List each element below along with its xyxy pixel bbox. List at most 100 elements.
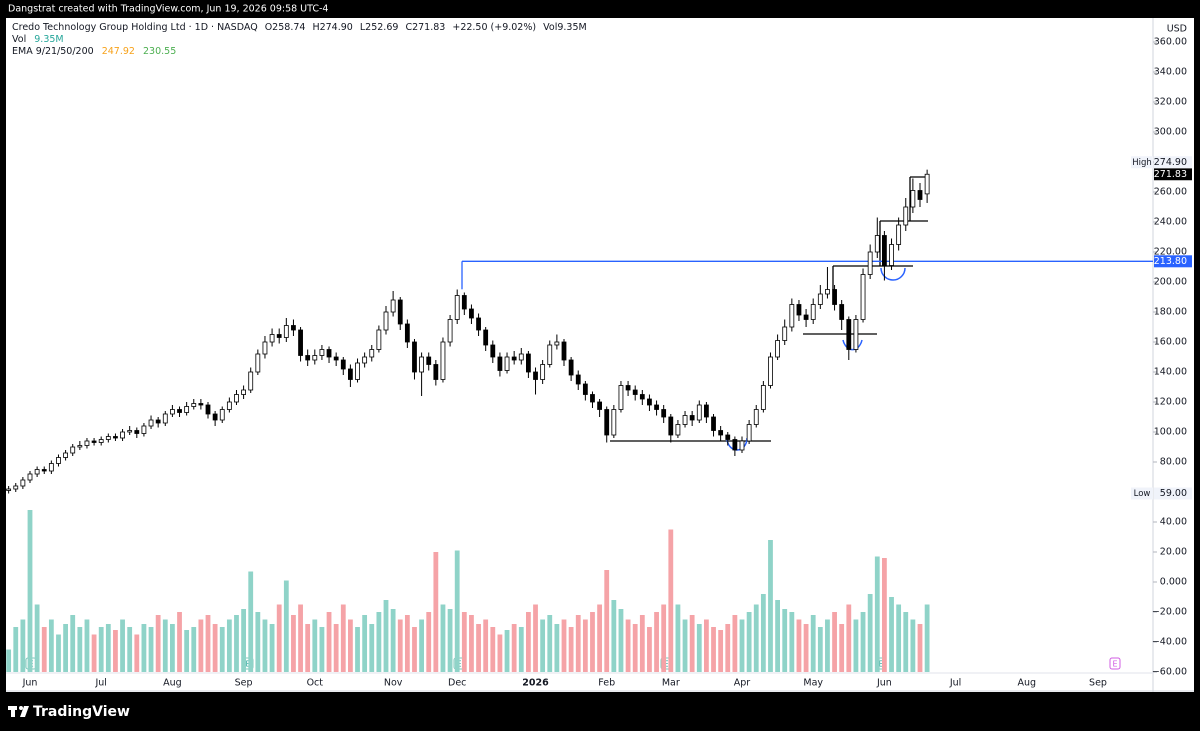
candle-body (63, 452, 68, 458)
candle-body (461, 295, 467, 310)
candle-body (618, 385, 624, 410)
x-tick-label: Feb (598, 678, 615, 689)
y-tick-label: 260.00 (1154, 187, 1187, 198)
candle-body (860, 274, 866, 320)
candle-body (789, 304, 795, 328)
volume-bar (70, 615, 76, 672)
candle-body (810, 304, 816, 320)
candle-body (390, 299, 396, 313)
candle-body (675, 424, 681, 436)
candle-body (917, 190, 923, 200)
ema-value: 247.92 (102, 46, 135, 57)
volume-bar (383, 600, 389, 672)
candle-body (347, 368, 353, 380)
candle-body (283, 325, 289, 338)
candle-body (661, 409, 667, 418)
drawings (610, 176, 928, 442)
candle-body (867, 251, 873, 275)
volume-bar (639, 615, 645, 672)
volume-name: Vol (12, 34, 26, 45)
price-marker-name: Low (1134, 489, 1151, 499)
price-marker-bg (1154, 156, 1192, 169)
volume-bar (305, 624, 311, 672)
volume-bar (675, 604, 681, 672)
volume-bar (6, 649, 12, 672)
volume-bar (575, 615, 581, 672)
volume-bar (177, 612, 182, 672)
candle-body (27, 473, 33, 481)
candle-body (447, 319, 453, 343)
volume-bar (582, 619, 588, 672)
volume-bar (184, 630, 190, 672)
volume-bar (77, 627, 83, 672)
volume-bar (426, 612, 432, 672)
candle-body (56, 457, 61, 464)
candle-body (219, 409, 225, 421)
volume-bar (241, 609, 246, 672)
price-marker-label: 274.90 (1154, 157, 1187, 168)
volume-bar (760, 594, 766, 672)
x-tick-label: Jun (22, 678, 38, 689)
volume-bar (191, 627, 197, 672)
volume-bar (618, 609, 624, 672)
volume-bar (141, 624, 147, 672)
volume-tick-label: 40.00 (1160, 517, 1187, 528)
volume-bar (768, 540, 773, 672)
candle-body (141, 425, 147, 434)
candle-body (668, 416, 674, 436)
candle-body (711, 416, 716, 431)
candle-body (504, 356, 510, 371)
volume-bar (155, 615, 161, 672)
y-tick-label: 180.00 (1154, 307, 1187, 318)
volume-bar (661, 604, 667, 672)
volume-bar (469, 615, 474, 672)
candle-body (533, 371, 538, 380)
price-marker-tag (1131, 487, 1153, 500)
y-tick-label: 100.00 (1154, 427, 1187, 438)
candle-body (340, 359, 346, 370)
candle-body (739, 440, 745, 451)
candle-body (113, 436, 118, 439)
volume-bar (483, 619, 489, 672)
ohlc-low: L252.69 (360, 22, 399, 33)
candle-body (832, 289, 837, 305)
price-marker-tag (1131, 156, 1153, 169)
y-tick-label: 140.00 (1154, 367, 1187, 378)
change: +22.50 (+9.02%) (452, 22, 536, 33)
candle-body (611, 409, 617, 436)
candle-body (155, 419, 161, 424)
brand-name: TradingView (33, 704, 130, 720)
volume-bar (333, 624, 339, 672)
volume-bar (518, 627, 524, 672)
ohlc-high: H274.90 (312, 22, 352, 33)
candle-body (604, 409, 610, 436)
legend-ema: EMA 9/21/50/200 247.92 230.55 (12, 46, 176, 57)
volume-tick-label: 20.00 (1160, 547, 1187, 558)
volume-bar (540, 619, 546, 672)
volume-bar (148, 627, 154, 672)
logo-part (20, 706, 29, 717)
volume-bar (511, 624, 517, 672)
candle-body (269, 334, 275, 343)
x-tick-label: May (803, 678, 823, 689)
candle-body (312, 355, 318, 361)
last-price-label: 271.83 (1154, 169, 1187, 180)
volume-bar (113, 630, 118, 672)
ohlc-open: O258.74 (265, 22, 306, 33)
volume-bar (668, 529, 674, 672)
volume-bar (340, 604, 346, 672)
x-tick-label: Oct (307, 678, 324, 689)
candle-body (198, 403, 204, 406)
x-tick-label: Apr (734, 678, 751, 689)
candle-body (903, 206, 909, 226)
event-badge[interactable] (1109, 657, 1121, 670)
candle-body (497, 356, 503, 371)
volume-bar (397, 619, 403, 672)
volume-bar (647, 627, 652, 672)
y-tick-label: 120.00 (1154, 397, 1187, 408)
candle-body (689, 415, 695, 421)
volume-bar (269, 624, 275, 672)
candle-body (369, 349, 375, 358)
event-label: E (1112, 660, 1117, 669)
volume-bar (127, 627, 133, 672)
